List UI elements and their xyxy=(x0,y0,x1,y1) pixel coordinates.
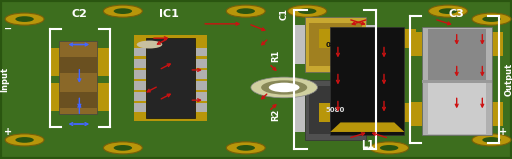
Bar xyxy=(404,29,416,48)
Text: 0805: 0805 xyxy=(326,41,345,48)
Bar xyxy=(134,70,146,79)
Circle shape xyxy=(114,8,132,14)
Polygon shape xyxy=(330,122,404,132)
Circle shape xyxy=(472,134,511,146)
Bar xyxy=(422,80,492,83)
Bar xyxy=(134,92,146,101)
Bar xyxy=(134,48,146,56)
Circle shape xyxy=(15,137,34,143)
Circle shape xyxy=(370,142,409,154)
Circle shape xyxy=(298,8,316,14)
Bar xyxy=(134,103,146,112)
Bar xyxy=(196,48,207,56)
Circle shape xyxy=(103,5,142,17)
Bar xyxy=(422,27,492,135)
Bar xyxy=(305,80,366,140)
Bar xyxy=(319,103,330,122)
Bar xyxy=(309,23,362,66)
Text: R2: R2 xyxy=(271,108,280,121)
Text: −: − xyxy=(4,24,12,34)
Circle shape xyxy=(5,134,44,146)
Circle shape xyxy=(237,8,255,14)
Bar xyxy=(305,17,366,72)
Circle shape xyxy=(261,80,307,95)
Text: R1: R1 xyxy=(271,49,280,62)
Circle shape xyxy=(439,8,457,14)
Bar xyxy=(59,57,97,73)
Bar xyxy=(366,87,375,132)
Circle shape xyxy=(15,16,34,22)
Bar xyxy=(134,81,146,90)
Bar xyxy=(428,82,486,134)
Bar xyxy=(97,48,109,76)
Bar xyxy=(134,35,207,121)
Bar xyxy=(196,92,207,101)
Circle shape xyxy=(5,13,44,25)
Bar xyxy=(330,27,404,135)
Bar xyxy=(59,41,97,114)
Text: Input: Input xyxy=(1,67,10,92)
Circle shape xyxy=(114,145,132,151)
Text: +: + xyxy=(499,127,507,137)
Bar xyxy=(319,29,330,48)
Text: Output: Output xyxy=(505,63,512,96)
Bar xyxy=(295,87,305,132)
Circle shape xyxy=(482,16,501,22)
Text: IC1: IC1 xyxy=(159,9,179,19)
Circle shape xyxy=(269,83,300,92)
Text: C3: C3 xyxy=(449,9,464,19)
Circle shape xyxy=(226,142,265,154)
Text: +: + xyxy=(4,127,12,137)
Bar xyxy=(411,32,422,56)
Bar xyxy=(404,103,416,122)
Bar xyxy=(492,102,503,126)
Bar xyxy=(309,86,362,134)
Bar xyxy=(97,83,109,111)
Bar xyxy=(49,48,60,76)
Bar xyxy=(411,102,422,126)
Bar xyxy=(428,29,486,81)
Circle shape xyxy=(429,5,467,17)
Circle shape xyxy=(251,77,317,98)
Bar xyxy=(196,70,207,79)
Bar xyxy=(295,25,305,64)
Bar xyxy=(146,38,195,118)
Circle shape xyxy=(237,145,255,151)
Text: C1: C1 xyxy=(280,8,289,20)
Bar xyxy=(59,92,97,108)
Bar xyxy=(134,59,146,68)
Text: L1: L1 xyxy=(361,140,374,150)
Bar xyxy=(366,25,375,64)
Bar xyxy=(196,103,207,112)
Circle shape xyxy=(103,142,142,154)
Bar xyxy=(49,83,60,111)
Text: 5080: 5080 xyxy=(326,107,345,113)
Bar xyxy=(492,32,503,56)
Circle shape xyxy=(226,5,265,17)
Text: C2: C2 xyxy=(71,9,88,19)
Bar xyxy=(196,59,207,68)
Circle shape xyxy=(472,13,511,25)
Circle shape xyxy=(288,5,327,17)
Bar xyxy=(196,81,207,90)
Circle shape xyxy=(380,145,398,151)
Circle shape xyxy=(137,41,162,48)
Circle shape xyxy=(482,137,501,143)
